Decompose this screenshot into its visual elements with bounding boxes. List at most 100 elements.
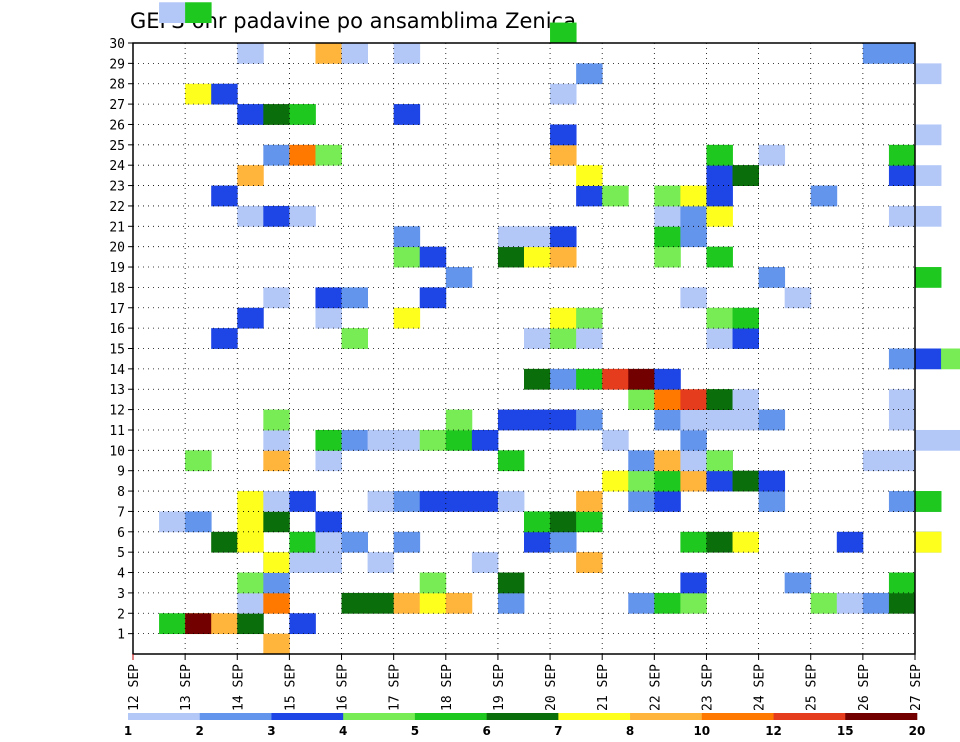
- heat-cell: [758, 409, 786, 431]
- heat-cell: [915, 491, 942, 512]
- heat-cell: [289, 205, 316, 227]
- y-tick-label: 26: [109, 118, 125, 133]
- heat-cell: [654, 205, 681, 227]
- grid-lines: [133, 42, 915, 654]
- heat-cell: [497, 246, 525, 268]
- heat-cell: [915, 63, 942, 85]
- y-tick-label: 23: [109, 180, 125, 195]
- heat-cell: [341, 429, 368, 451]
- heat-cell: [393, 104, 421, 125]
- heat-cell: [602, 185, 629, 207]
- heat-cell: [602, 470, 629, 492]
- y-tick-label: 15: [109, 343, 125, 358]
- legend-swatch: [630, 713, 703, 720]
- heat-cell: [628, 389, 655, 410]
- y-tick-label: 13: [109, 383, 125, 398]
- heat-cell: [185, 450, 212, 472]
- heat-cell: [628, 592, 655, 614]
- heat-cell: [263, 287, 290, 309]
- heat-cell: [315, 450, 342, 472]
- x-tick-label: 13 SEP: [179, 664, 194, 711]
- heat-cell: [237, 491, 264, 512]
- heat-cell: [185, 511, 212, 533]
- x-tick-label: 27 SEP: [909, 664, 924, 711]
- heat-cell: [341, 328, 368, 349]
- heat-cell: [237, 531, 264, 553]
- heat-cell: [497, 592, 525, 614]
- heat-cell: [706, 205, 733, 227]
- heat-cell: [393, 531, 421, 553]
- y-tick-label: 28: [109, 78, 125, 93]
- legend-label: 2: [196, 724, 204, 738]
- heat-cell: [237, 165, 264, 186]
- y-tick-label: 14: [109, 363, 125, 378]
- heat-cell: [732, 409, 759, 431]
- heat-cell: [367, 552, 395, 573]
- heat-cell: [628, 368, 655, 390]
- heat-cell: [237, 592, 264, 614]
- legend-swatch: [845, 713, 918, 720]
- heat-cell: [810, 185, 838, 207]
- heat-cell: [497, 572, 525, 594]
- heat-cell: [289, 531, 316, 553]
- heat-cell: [445, 409, 473, 431]
- y-tick-label: 3: [117, 587, 125, 602]
- heat-cell: [211, 531, 238, 553]
- heat-cell: [237, 511, 264, 533]
- y-tick-label: 6: [117, 526, 125, 541]
- heat-cell: [211, 83, 238, 105]
- heat-cell: [888, 592, 916, 614]
- x-tick-label: 19 SEP: [492, 664, 507, 711]
- heat-cell: [315, 552, 342, 573]
- heat-cell: [732, 470, 759, 492]
- heat-cell: [836, 592, 864, 614]
- heat-cell: [784, 572, 812, 594]
- heat-cell: [289, 613, 316, 635]
- heat-cell: [237, 572, 264, 594]
- heat-cell: [862, 450, 890, 472]
- y-tick-label: 20: [109, 241, 125, 256]
- heat-cell: [941, 429, 960, 451]
- heat-cell: [550, 144, 577, 166]
- legend-swatch: [558, 713, 631, 720]
- heat-cell: [576, 63, 603, 85]
- color-legend: 1 2 3 4 5 6 7 8 10 12 15 20: [124, 713, 925, 738]
- y-tick-label: 21: [109, 220, 125, 235]
- heat-cell: [289, 552, 316, 573]
- y-tick-label: 17: [109, 302, 125, 317]
- heat-cell: [836, 531, 864, 553]
- heat-cell: [315, 531, 342, 553]
- heat-cell: [419, 491, 447, 512]
- heat-cell: [550, 124, 577, 146]
- heat-cell: [628, 450, 655, 472]
- heat-cell: [888, 389, 916, 410]
- heat-cell: [550, 409, 577, 431]
- heat-cell: [550, 307, 577, 329]
- legend-swatch: [701, 713, 774, 720]
- heat-cell: [211, 328, 238, 349]
- heat-cell: [263, 144, 290, 166]
- heat-cell: [654, 470, 681, 492]
- heat-cell: [888, 43, 916, 64]
- legend-swatch: [486, 713, 559, 720]
- heat-cell: [732, 165, 759, 186]
- heat-cell: [758, 144, 786, 166]
- heat-cell: [445, 592, 473, 614]
- heat-cell: [419, 429, 447, 451]
- heat-cell: [524, 246, 551, 268]
- x-tick-label: 15 SEP: [283, 664, 298, 711]
- legend-swatch: [773, 713, 846, 720]
- heat-cell: [237, 104, 264, 125]
- heat-cell: [289, 491, 316, 512]
- legend-label: 3: [267, 724, 275, 738]
- heat-cell: [915, 531, 942, 553]
- heat-cell: [393, 429, 421, 451]
- heat-cell: [237, 43, 264, 64]
- x-tick-label: 16 SEP: [336, 664, 351, 711]
- heat-cell: [237, 205, 264, 227]
- heat-cell: [471, 491, 499, 512]
- x-axis: 12 SEP 13 SEP 14 SEP 15 SEP 16 SEP 17 SEP 18 S…: [127, 654, 924, 711]
- heat-cell: [680, 531, 707, 553]
- heat-cell: [445, 429, 473, 451]
- heat-cell: [576, 165, 603, 186]
